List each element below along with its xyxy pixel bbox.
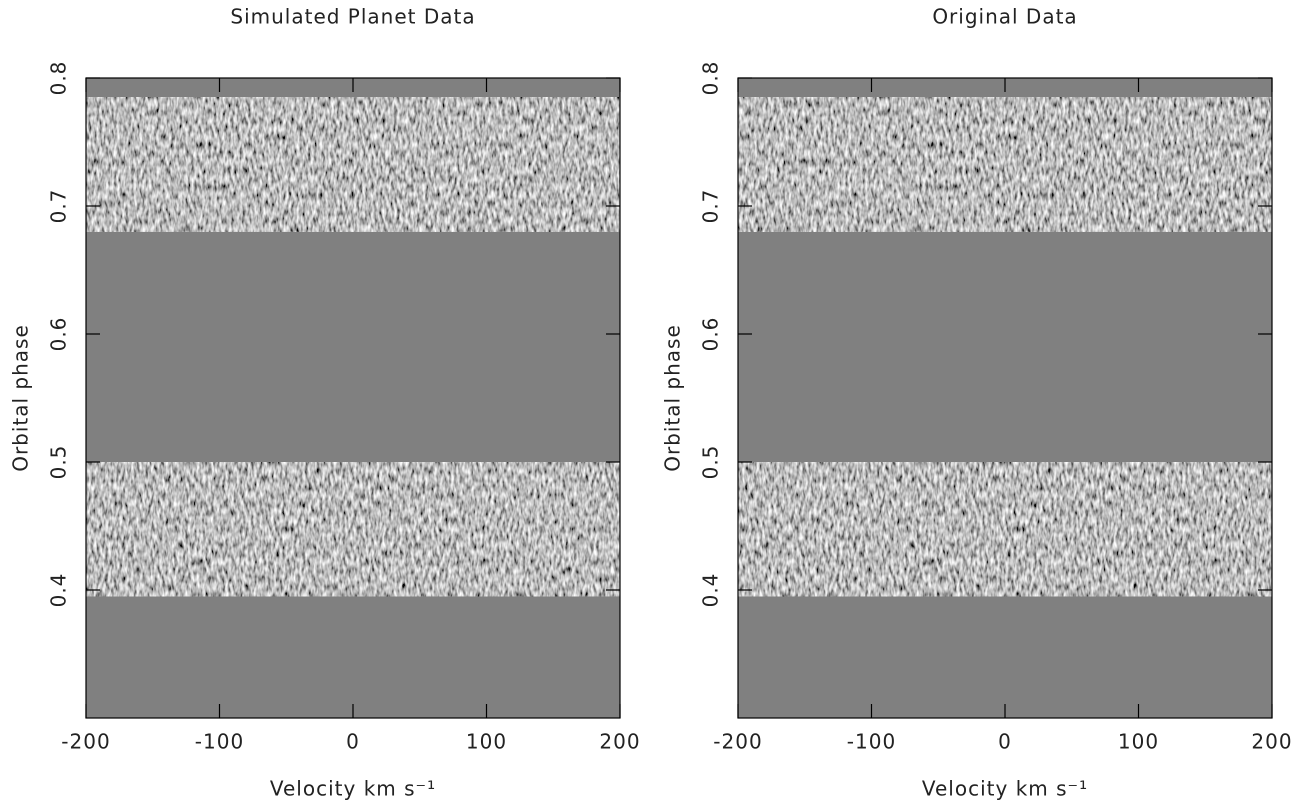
y-tick-label: 0.5 (47, 445, 71, 480)
x-tick-label: 0 (998, 730, 1012, 754)
panel: -200 -100 0 100 200 0.4 0.5 0.6 0.7 0.8 Simulated … (9, 5, 640, 801)
x-tick-label: -200 (713, 730, 762, 754)
y-tick-label: 0.7 (699, 189, 723, 224)
phase-band (86, 97, 620, 232)
x-tick-label: 200 (599, 730, 640, 754)
chart-title: Simulated Planet Data (230, 5, 475, 29)
y-tick-label: 0.8 (47, 61, 71, 96)
phase-band (738, 462, 1272, 597)
y-tick-label: 0.4 (47, 573, 71, 608)
y-tick-label: 0.4 (699, 573, 723, 608)
y-tick-label: 0.5 (699, 445, 723, 480)
x-axis-label: Velocity km s⁻¹ (922, 777, 1088, 801)
y-axis-label: Orbital phase (661, 324, 685, 472)
y-tick-label: 0.7 (47, 189, 71, 224)
x-tick-label: 0 (346, 730, 360, 754)
phase-band (86, 462, 620, 597)
x-tick-label: 100 (1118, 730, 1159, 754)
y-tick-label: 0.8 (699, 61, 723, 96)
panel: -200 -100 0 100 200 0.4 0.5 0.6 0.7 0.8 Original D… (661, 5, 1292, 801)
x-tick-label: -100 (195, 730, 244, 754)
phase-band (738, 97, 1272, 232)
x-tick-label: -100 (847, 730, 896, 754)
y-tick-label: 0.6 (47, 317, 71, 352)
x-axis-label: Velocity km s⁻¹ (270, 777, 436, 801)
x-tick-label: 100 (466, 730, 507, 754)
y-tick-label: 0.6 (699, 317, 723, 352)
chart-title: Original Data (932, 5, 1077, 29)
y-axis-label: Orbital phase (9, 324, 33, 472)
x-tick-label: 200 (1251, 730, 1292, 754)
x-tick-label: -200 (61, 730, 110, 754)
